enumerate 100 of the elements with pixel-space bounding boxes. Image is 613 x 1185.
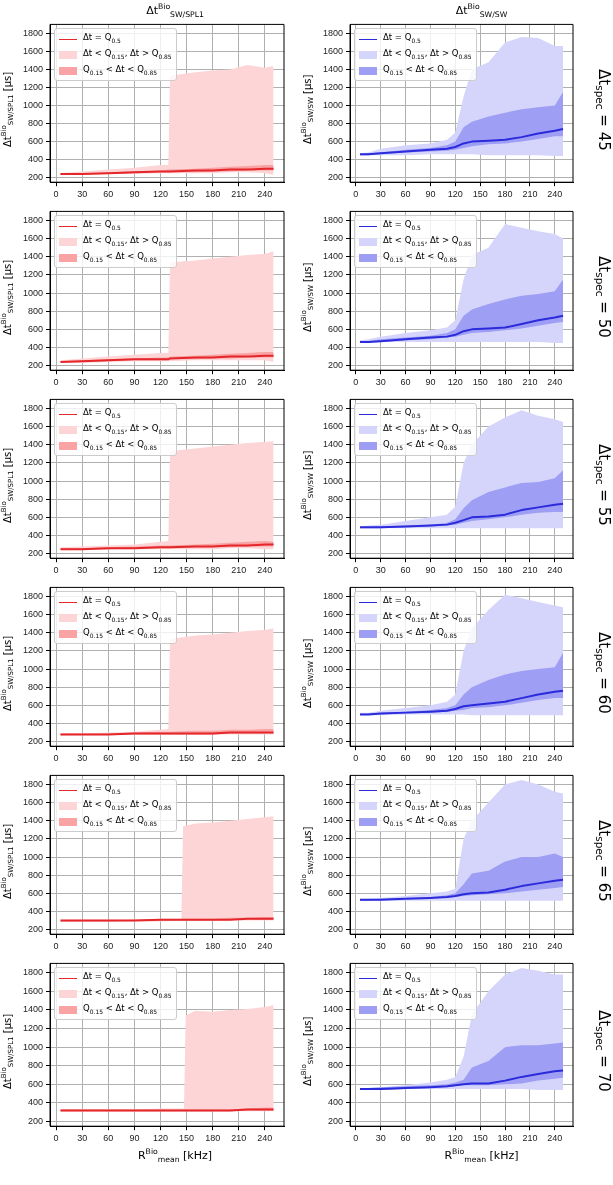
- x-tick-label: 60: [400, 941, 411, 952]
- x-tick-label: 120: [447, 565, 463, 576]
- x-tick-label: 30: [77, 189, 88, 200]
- legend-label: Δt < Q$_{0.15}$, Δt > Q$_{0.85}$: [383, 798, 472, 813]
- x-tick-label: 0: [353, 377, 359, 388]
- legend-label: Q$_{0.15}$ < Δt < Q$_{0.85}$: [83, 249, 158, 265]
- y-tick-label: 1800: [22, 27, 44, 38]
- x-tick-label: 30: [77, 565, 88, 576]
- x-tick-label: 0: [53, 565, 59, 576]
- y-tick-label: 1800: [22, 778, 44, 789]
- legend-label: Δt < Q$_{0.15}$, Δt > Q$_{0.85}$: [83, 986, 172, 1001]
- x-tick-label: 210: [522, 565, 538, 576]
- y-tick-label: 1200: [22, 82, 44, 92]
- y-tick-label: 1800: [322, 214, 344, 225]
- y-tick-label: 400: [27, 1097, 44, 1108]
- x-tick-label: 90: [425, 1133, 436, 1144]
- y-tick-label: 1000: [322, 1041, 344, 1052]
- x-tick-label: 210: [231, 377, 247, 388]
- x-tick-label: 150: [472, 377, 488, 388]
- x-tick-label: 240: [547, 189, 563, 200]
- x-tick-label: 150: [179, 377, 195, 388]
- x-tick-label: 90: [425, 753, 436, 764]
- x-tick-label: 60: [400, 753, 411, 764]
- y-tick-label: 1400: [22, 815, 44, 826]
- y-tick-label: 600: [27, 887, 44, 898]
- y-tick-label: 1400: [322, 439, 344, 450]
- x-tick-label: 180: [205, 189, 221, 200]
- y-tick-label: 1000: [22, 1041, 44, 1052]
- y-tick-label: 200: [27, 1116, 44, 1127]
- y-tick-label: 1400: [322, 815, 344, 826]
- x-tick-label: 90: [129, 753, 140, 764]
- x-tick-label: 210: [231, 565, 247, 576]
- legend-label: Q$_{0.15}$ < Δt < Q$_{0.85}$: [383, 1001, 458, 1017]
- y-tick-label: 400: [27, 342, 44, 352]
- y-tick-label: 400: [327, 154, 344, 165]
- x-tick-label: 240: [547, 941, 563, 952]
- x-tick-label: 30: [77, 941, 88, 952]
- y-tick-label: 1800: [22, 402, 44, 413]
- legend-label: Δt < Q$_{0.15}$, Δt > Q$_{0.85}$: [383, 610, 472, 625]
- y-tick-label: 600: [27, 1078, 44, 1089]
- x-tick-label: 30: [375, 753, 386, 764]
- x-tick-label: 60: [103, 377, 114, 388]
- y-tick-label: 1000: [22, 851, 44, 862]
- y-tick-label: 1200: [322, 269, 344, 280]
- x-tick-label: 210: [522, 189, 538, 200]
- y-tick-label: 400: [27, 530, 44, 540]
- y-tick-label: 1200: [22, 645, 44, 656]
- x-tick-label: 60: [103, 753, 114, 764]
- y-tick-label: 800: [327, 869, 344, 880]
- y-tick-label: 1200: [322, 1023, 344, 1033]
- x-tick-label: 90: [425, 377, 436, 388]
- y-tick-label: 800: [27, 1060, 44, 1071]
- x-tick-label: 150: [179, 189, 195, 200]
- y-tick-label: 200: [327, 172, 344, 183]
- y-tick-label: 600: [327, 887, 344, 898]
- y-tick-label: 800: [327, 305, 344, 316]
- x-tick-label: 180: [205, 941, 221, 952]
- legend-label: Q$_{0.15}$ < Δt < Q$_{0.85}$: [83, 1001, 158, 1017]
- x-tick-label: 0: [53, 377, 59, 388]
- x-tick-label: 180: [497, 189, 513, 200]
- legend-label: Δt < Q$_{0.15}$, Δt > Q$_{0.85}$: [383, 234, 472, 249]
- y-tick-label: 1600: [322, 421, 344, 432]
- x-tick-label: 150: [472, 753, 488, 764]
- x-tick-label: 90: [425, 189, 436, 200]
- y-tick-label: 800: [27, 681, 44, 692]
- y-tick-label: 1400: [22, 627, 44, 638]
- legend-label: Δt = Q$_{0.5}$: [83, 970, 121, 986]
- x-tick-label: 90: [129, 1133, 140, 1144]
- y-tick-label: 1200: [22, 1023, 44, 1033]
- y-tick-label: 1400: [322, 63, 344, 74]
- legend-label: Δt = Q$_{0.5}$: [383, 782, 421, 798]
- y-tick-label: 200: [327, 1116, 344, 1127]
- x-tick-label: 120: [447, 941, 463, 952]
- legend-label: Q$_{0.15}$ < Δt < Q$_{0.85}$: [83, 437, 158, 453]
- x-tick-label: 120: [447, 1133, 463, 1144]
- y-tick-label: 1400: [22, 251, 44, 262]
- y-tick-label: 800: [27, 869, 44, 880]
- x-tick-label: 210: [522, 377, 538, 388]
- y-tick-label: 200: [327, 548, 344, 559]
- y-tick-label: 600: [327, 699, 344, 710]
- x-tick-label: 210: [522, 753, 538, 764]
- x-tick-label: 120: [152, 565, 168, 576]
- x-tick-label: 0: [353, 1133, 359, 1144]
- x-tick-label: 180: [205, 753, 221, 764]
- legend-label: Δt < Q$_{0.15}$, Δt > Q$_{0.85}$: [383, 986, 472, 1001]
- x-tick-label: 0: [53, 941, 59, 952]
- y-tick-label: 600: [327, 323, 344, 334]
- x-tick-label: 60: [400, 377, 411, 388]
- y-tick-label: 1600: [22, 45, 44, 56]
- x-tick-label: 180: [205, 1133, 221, 1144]
- x-tick-label: 240: [547, 753, 563, 764]
- y-tick-label: 1600: [22, 421, 44, 432]
- y-tick-label: 800: [27, 305, 44, 316]
- x-tick-label: 30: [77, 377, 88, 388]
- x-tick-label: 240: [257, 189, 273, 200]
- x-tick-label: 120: [152, 189, 168, 200]
- x-tick-label: 150: [179, 941, 195, 952]
- x-tick-label: 180: [497, 377, 513, 388]
- y-tick-label: 200: [27, 736, 44, 747]
- y-tick-label: 800: [327, 1060, 344, 1071]
